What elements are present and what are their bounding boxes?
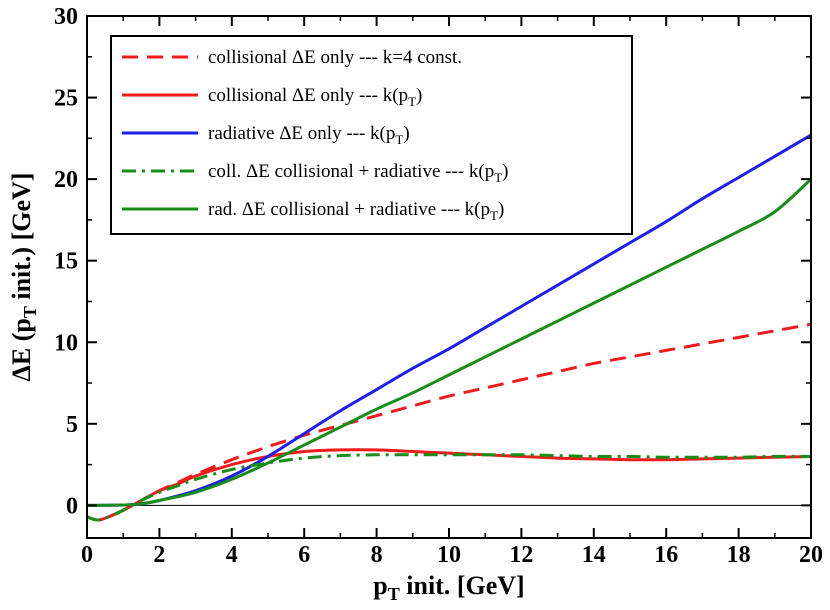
legend-label-5: rad. ΔE collisional + radiative --- k(pT… bbox=[208, 199, 504, 223]
x-tick-label: 12 bbox=[509, 542, 533, 568]
y-tick-label: 25 bbox=[54, 86, 78, 112]
series-layer bbox=[86, 133, 813, 522]
legend-label-3: radiative ΔE only --- k(pT) bbox=[208, 123, 410, 147]
x-tick-label: 0 bbox=[81, 542, 93, 568]
x-tick-label: 2 bbox=[153, 542, 165, 568]
y-tick-label: 10 bbox=[54, 330, 78, 356]
y-tick-label: 30 bbox=[54, 4, 78, 30]
x-tick-label: 16 bbox=[654, 542, 678, 568]
legend-label-1: collisional ΔE only --- k=4 const. bbox=[208, 47, 462, 68]
x-axis-title: pT init. [GeV] bbox=[373, 571, 524, 604]
series-line-5 bbox=[86, 178, 813, 507]
y-tick-label: 20 bbox=[54, 167, 78, 193]
x-tick-label: 8 bbox=[371, 542, 383, 568]
x-tick-label: 6 bbox=[298, 542, 310, 568]
legend-label-4: coll. ΔE collisional + radiative --- k(p… bbox=[208, 161, 509, 185]
x-tick-label: 18 bbox=[727, 542, 751, 568]
series-line-4 bbox=[86, 453, 812, 522]
y-tick-label: 5 bbox=[66, 412, 78, 438]
y-tick-label: 15 bbox=[54, 249, 78, 275]
y-tick-label: 0 bbox=[66, 493, 78, 519]
x-tick-label: 10 bbox=[437, 542, 461, 568]
x-tick-label: 14 bbox=[582, 542, 606, 568]
ticks-layer: 0 2 4 6 8 10 12 14 16 18 20 0 5 10 15 20 25 30 bbox=[54, 4, 823, 568]
legend: collisional ΔE only --- k=4 const. collis… bbox=[110, 35, 633, 235]
x-tick-label: 20 bbox=[799, 542, 823, 568]
legend-label-2: collisional ΔE only --- k(pT) bbox=[208, 85, 422, 109]
y-axis-title: ΔE (pT init.) [GeV] bbox=[7, 173, 40, 382]
legend-box bbox=[110, 35, 633, 235]
x-tick-label: 4 bbox=[226, 542, 238, 568]
